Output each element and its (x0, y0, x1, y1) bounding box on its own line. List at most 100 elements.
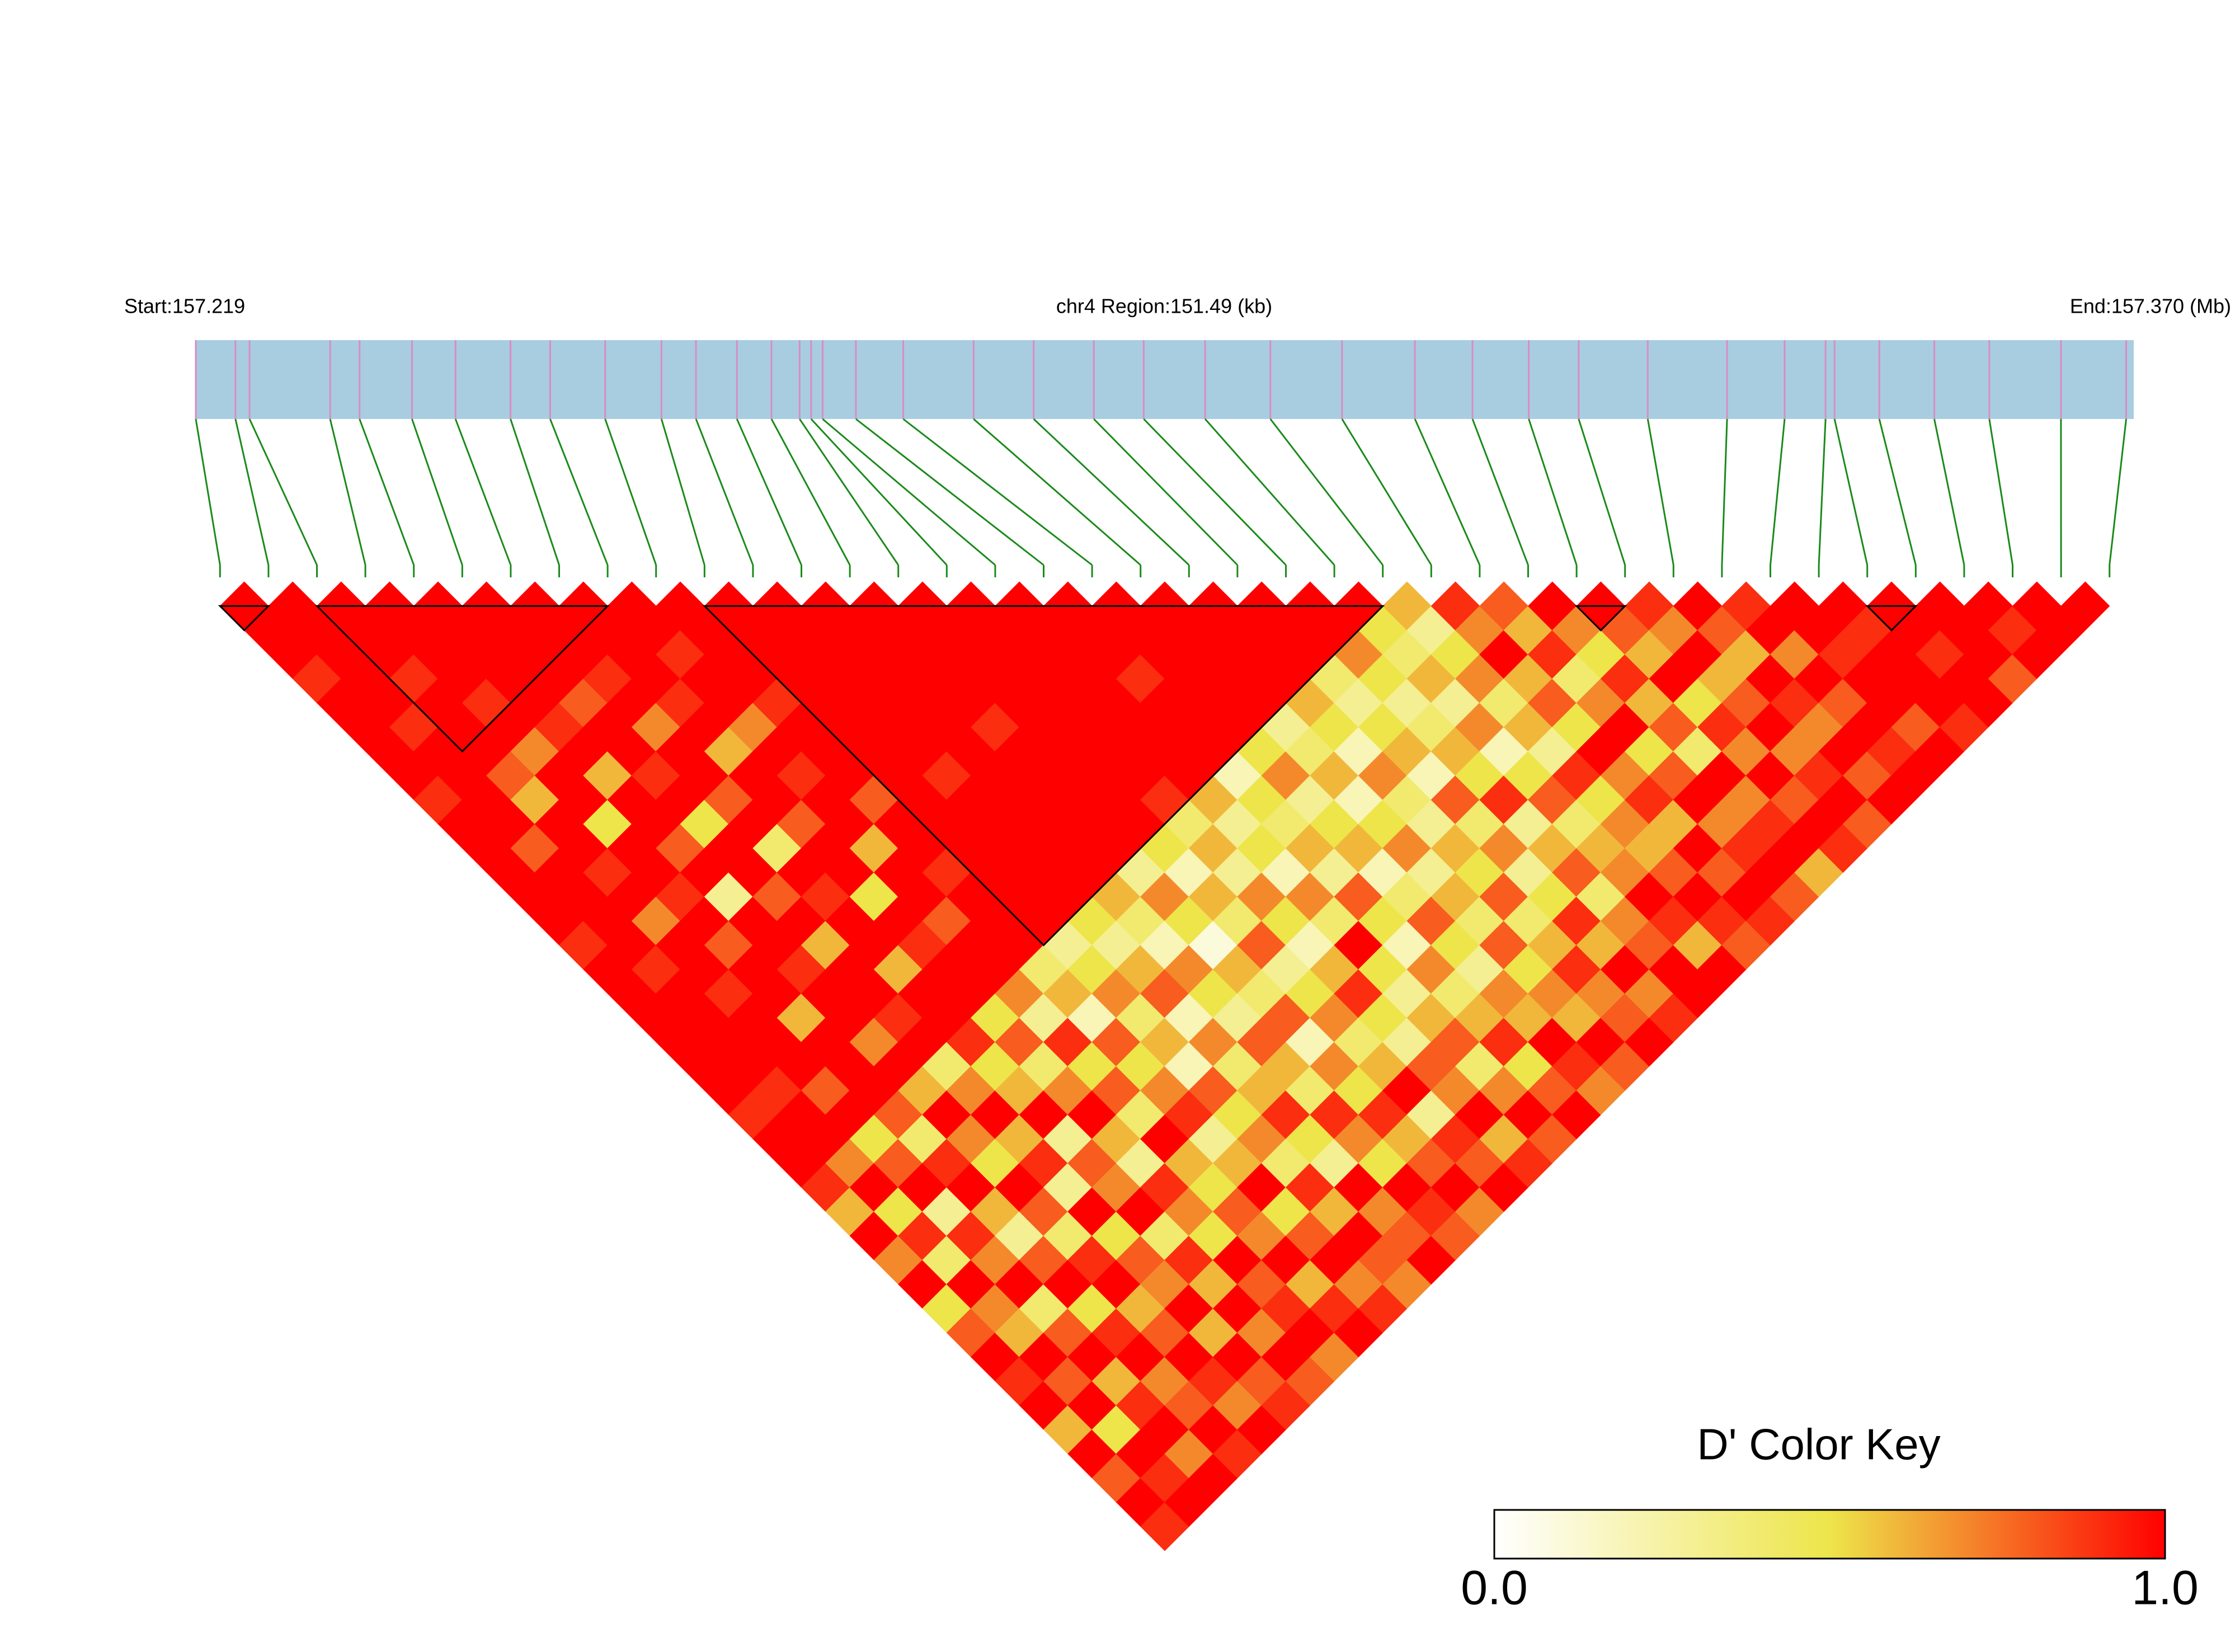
ld-cell (1721, 678, 1771, 728)
ld-cell (1842, 654, 1892, 704)
ld-cell (752, 630, 802, 679)
ld-cell (1091, 1066, 1141, 1116)
ld-cell (922, 1090, 972, 1140)
ld-cell (1697, 896, 1747, 946)
ld-cell (946, 1017, 996, 1067)
snp-connector (359, 418, 415, 566)
ld-cell (1382, 872, 1432, 921)
ld-cell (1091, 630, 1141, 679)
ld-cell (680, 751, 730, 801)
ld-cell (1745, 751, 1795, 801)
ld-cell (1188, 969, 1238, 1018)
snp-connector (329, 418, 366, 566)
ld-cell (1067, 1332, 1117, 1382)
ld-cell (1915, 727, 1965, 776)
ld-cell (1600, 751, 1650, 801)
ld-cell (1188, 1114, 1238, 1164)
ld-cell (1358, 944, 1408, 994)
ld-cell (946, 727, 996, 776)
ld-cell (1552, 1090, 1601, 1140)
ld-cell (873, 1138, 923, 1188)
ld-cell (1237, 775, 1287, 825)
ld-cell (1673, 872, 1723, 921)
ld-cell (1697, 848, 1747, 897)
ld-cell (1406, 1090, 1456, 1140)
snp-connector (1269, 418, 1384, 566)
ld-cell (1600, 1042, 1650, 1091)
ld-cell (946, 1211, 996, 1260)
ld-cell (680, 848, 730, 897)
ld-cell (1067, 1090, 1117, 1140)
ld-cell (1334, 1259, 1384, 1309)
ld-cell (1455, 896, 1504, 946)
ld-cell (1213, 1090, 1262, 1140)
ld-cell (1261, 1090, 1311, 1140)
ld-cell (1576, 1066, 1626, 1116)
ld-cell (1382, 969, 1432, 1018)
ld-cell (1770, 727, 1819, 776)
ld-cell (1818, 678, 1868, 728)
ld-cell (1116, 751, 1165, 801)
ld-cell (1358, 1138, 1408, 1188)
ld-cell (849, 1211, 899, 1260)
ld-cell (1988, 605, 2038, 655)
ld-cell (1091, 1017, 1141, 1067)
ld-cell (268, 630, 318, 679)
ld-cell (1794, 848, 1843, 897)
position-bar (196, 340, 2134, 419)
ld-cell (849, 1162, 899, 1212)
ld-cell (1116, 1138, 1165, 1188)
ld-block (1574, 605, 1627, 632)
snp-connector (799, 418, 899, 566)
snp-connector (1721, 418, 1728, 566)
ld-cell (1116, 993, 1165, 1043)
color-key-label: 1.0 (2132, 1561, 2199, 1615)
snp-connector (1143, 418, 1287, 566)
snp-connector (1646, 418, 1674, 566)
color-key-label: 0.0 (1461, 1561, 1528, 1615)
snp-connector (549, 418, 609, 566)
ld-cell (1576, 630, 1626, 679)
ld-cell (1697, 605, 1747, 655)
ld-cell (1237, 1405, 1287, 1455)
ld-cell (946, 1259, 996, 1309)
start-label: Start:157.219 (124, 295, 245, 318)
ld-cell (825, 605, 874, 655)
ld-cell (825, 1090, 874, 1140)
ld-cell (1358, 1187, 1408, 1236)
ld-cell (1406, 993, 1456, 1043)
ld-cell (995, 1162, 1044, 1212)
ld-cell (825, 993, 874, 1043)
ld-cell (704, 969, 754, 1018)
ld-cell (704, 823, 754, 873)
ld-cell (1140, 630, 1189, 679)
ld-cell (971, 1332, 1020, 1382)
ld-cell (1842, 702, 1892, 752)
ld-cell (1334, 775, 1384, 825)
ld-cell (922, 605, 972, 655)
ld-cell (1940, 702, 1989, 752)
ld-cell (1479, 823, 1529, 873)
ld-cell (607, 969, 657, 1018)
ld-cell (873, 993, 923, 1043)
ld-cell (728, 654, 778, 704)
ld-cell (1479, 969, 1529, 1018)
ld-cell (1334, 969, 1384, 1018)
ld-cell (413, 630, 463, 679)
snp-connector (454, 418, 512, 566)
ld-cell (873, 702, 923, 752)
ld-cell (1140, 1114, 1189, 1164)
ld-cell (534, 751, 584, 801)
ld-cell (1237, 1017, 1287, 1067)
ld-cell (1358, 1042, 1408, 1091)
ld-cell (680, 993, 730, 1043)
ld-cell (1455, 944, 1504, 994)
ld-cell (873, 605, 923, 655)
ld-cell (1552, 605, 1601, 655)
ld-cell (607, 727, 657, 776)
snp-connector (1471, 418, 1529, 566)
ld-cell (1237, 1357, 1287, 1406)
ld-cell (510, 630, 560, 679)
ld-cell (1818, 823, 1868, 873)
ld-cell (1188, 727, 1238, 776)
